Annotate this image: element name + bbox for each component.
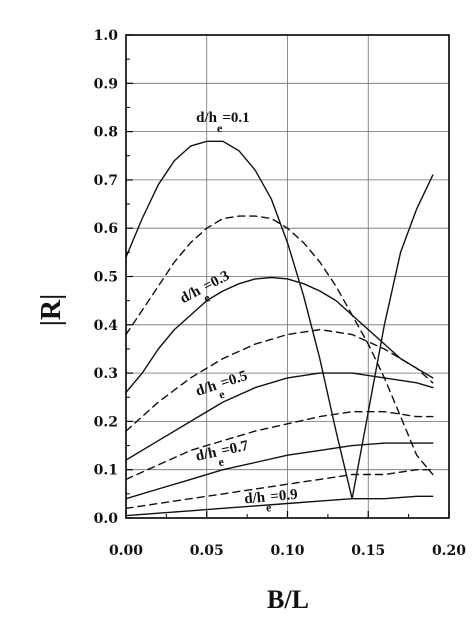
series-line-2 xyxy=(125,215,434,476)
tick-labels: 0.0 0.1 0.2 0.3 0.4 0.5 0.6 0.7 0.8 0.9 1.0 0.00 0.0… xyxy=(94,28,467,559)
ticks xyxy=(125,34,450,519)
curve-label-text: d/he=0.9 xyxy=(244,487,299,517)
series-line-3 xyxy=(125,276,434,394)
curve-label-text: d/he=0.5 xyxy=(194,368,253,408)
y-axis-title: |R| xyxy=(36,294,67,327)
grid xyxy=(126,35,449,518)
x-tick-label: 0.10 xyxy=(270,543,304,559)
series-line-8 xyxy=(125,469,434,509)
x-tick-label: 0.00 xyxy=(109,543,143,559)
series-line-9 xyxy=(125,495,434,517)
y-tick-label: 0.5 xyxy=(94,270,118,286)
curve-label: d/he=0.9 xyxy=(244,487,299,517)
series-line-6 xyxy=(125,411,434,481)
x-tick-label: 0.20 xyxy=(432,543,466,559)
series-line-7 xyxy=(125,442,434,500)
series-layer xyxy=(125,140,434,517)
y-tick-label: 0.7 xyxy=(94,173,118,189)
y-tick-label: 0.4 xyxy=(94,318,119,334)
y-tick-label: 1.0 xyxy=(94,28,119,44)
curve-label: d/he=0.5 xyxy=(194,368,253,408)
y-tick-label: 0.0 xyxy=(94,511,119,527)
curve-label-text: d/he=0.1 xyxy=(196,110,250,135)
x-axis-title: B/L xyxy=(267,585,309,614)
curve-label-text: d/he=0.7 xyxy=(194,438,252,474)
y-tick-label: 0.2 xyxy=(94,414,118,430)
y-tick-label: 0.8 xyxy=(94,125,118,141)
y-tick-label: 0.9 xyxy=(94,76,118,92)
y-tick-label: 0.6 xyxy=(94,221,118,237)
curve-label: d/he=0.7 xyxy=(194,438,252,474)
series-line-1 xyxy=(125,140,434,500)
series-line-4 xyxy=(125,328,434,432)
x-tick-label: 0.05 xyxy=(190,543,224,559)
x-tick-label: 0.15 xyxy=(351,543,385,559)
y-tick-label: 0.3 xyxy=(94,366,118,382)
curve-label: d/he=0.1 xyxy=(196,110,250,135)
y-tick-label: 0.1 xyxy=(94,463,118,479)
series-line-5 xyxy=(125,372,434,461)
